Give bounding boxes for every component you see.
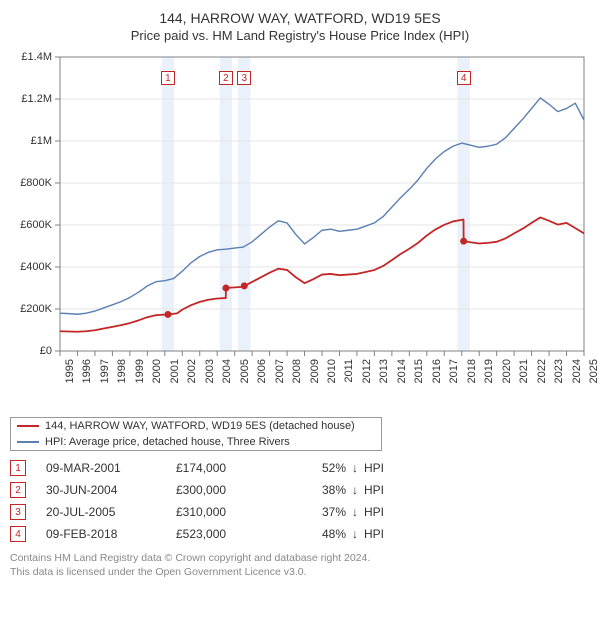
sale-row-marker: 3: [10, 504, 26, 520]
sale-marker-4: 4: [457, 71, 471, 85]
x-tick-label: 2011: [343, 359, 355, 383]
y-tick-label: £400K: [10, 261, 52, 273]
page-subtitle: Price paid vs. HM Land Registry's House …: [10, 28, 590, 43]
sale-pct: 37%: [286, 505, 346, 519]
legend-label: HPI: Average price, detached house, Thre…: [45, 436, 290, 448]
sale-date: 30-JUN-2004: [46, 483, 176, 497]
sale-hpi-label: HPI: [364, 505, 404, 519]
sales-row: 1 09-MAR-2001£174,00052%↓HPI: [10, 457, 590, 479]
sale-row-marker: 2: [10, 482, 26, 498]
sale-price: £310,000: [176, 505, 286, 519]
x-tick-label: 1999: [134, 359, 146, 383]
sale-price: £174,000: [176, 461, 286, 475]
x-tick-label: 2008: [291, 359, 303, 383]
x-tick-label: 2014: [396, 359, 408, 383]
x-tick-label: 2006: [256, 359, 268, 383]
x-tick-label: 2010: [326, 359, 338, 383]
footer-line-2: This data is licensed under the Open Gov…: [10, 565, 590, 579]
x-tick-label: 2000: [151, 359, 163, 383]
sale-date: 20-JUL-2005: [46, 505, 176, 519]
price-chart: £0 £200K £400K £600K £800K £1M £1.2M £1.4M 1995 1…: [10, 51, 590, 411]
x-tick-label: 2016: [431, 359, 443, 383]
y-tick-label: £200K: [10, 303, 52, 315]
sale-marker-3: 3: [237, 71, 251, 85]
sale-pct: 52%: [286, 461, 346, 475]
x-tick-label: 2018: [466, 359, 478, 383]
sales-row: 4 09-FEB-2018£523,00048%↓HPI: [10, 523, 590, 545]
sales-row: 3 20-JUL-2005£310,00037%↓HPI: [10, 501, 590, 523]
sale-row-marker: 4: [10, 526, 26, 542]
x-tick-label: 2015: [413, 359, 425, 383]
x-tick-label: 2004: [221, 359, 233, 383]
x-tick-label: 2009: [309, 359, 321, 383]
x-tick-label: 1995: [64, 359, 76, 383]
x-tick-label: 2001: [169, 359, 181, 383]
sale-pct: 38%: [286, 483, 346, 497]
y-tick-label: £1.2M: [10, 93, 52, 105]
y-tick-label: £0: [10, 345, 52, 357]
down-arrow-icon: ↓: [346, 483, 364, 497]
x-tick-label: 2012: [361, 359, 373, 383]
x-tick-label: 2020: [501, 359, 513, 383]
x-tick-label: 1997: [99, 359, 111, 383]
x-tick-label: 2003: [204, 359, 216, 383]
down-arrow-icon: ↓: [346, 505, 364, 519]
sale-price: £523,000: [176, 527, 286, 541]
legend-swatch: [17, 425, 39, 427]
sale-date: 09-MAR-2001: [46, 461, 176, 475]
sale-row-marker: 1: [10, 460, 26, 476]
x-tick-label: 2002: [186, 359, 198, 383]
x-tick-label: 1998: [116, 359, 128, 383]
sale-hpi-label: HPI: [364, 483, 404, 497]
y-tick-label: £600K: [10, 219, 52, 231]
x-tick-label: 2013: [378, 359, 390, 383]
legend-item: 144, HARROW WAY, WATFORD, WD19 5ES (deta…: [11, 418, 381, 434]
footer-attribution: Contains HM Land Registry data © Crown c…: [10, 551, 590, 579]
footer-line-1: Contains HM Land Registry data © Crown c…: [10, 551, 590, 565]
sale-pct: 48%: [286, 527, 346, 541]
x-tick-label: 2024: [571, 359, 583, 383]
down-arrow-icon: ↓: [346, 527, 364, 541]
legend-label: 144, HARROW WAY, WATFORD, WD19 5ES (deta…: [45, 420, 355, 432]
x-tick-label: 2005: [239, 359, 251, 383]
x-tick-label: 1996: [81, 359, 93, 383]
sale-marker-2: 2: [219, 71, 233, 85]
x-tick-label: 2019: [483, 359, 495, 383]
down-arrow-icon: ↓: [346, 461, 364, 475]
sale-hpi-label: HPI: [364, 461, 404, 475]
x-tick-label: 2007: [274, 359, 286, 383]
x-tick-label: 2021: [518, 359, 530, 383]
sales-row: 2 30-JUN-2004£300,00038%↓HPI: [10, 479, 590, 501]
sales-table: 109-MAR-2001£174,00052%↓HPI230-JUN-2004£…: [10, 457, 590, 545]
legend-swatch: [17, 441, 39, 443]
y-tick-label: £1.4M: [10, 51, 52, 63]
legend-item: HPI: Average price, detached house, Thre…: [11, 434, 381, 450]
x-tick-label: 2017: [448, 359, 460, 383]
sale-hpi-label: HPI: [364, 527, 404, 541]
sale-price: £300,000: [176, 483, 286, 497]
page-title: 144, HARROW WAY, WATFORD, WD19 5ES: [10, 10, 590, 26]
sale-marker-1: 1: [161, 71, 175, 85]
x-tick-label: 2022: [536, 359, 548, 383]
x-tick-label: 2025: [588, 359, 600, 383]
sale-date: 09-FEB-2018: [46, 527, 176, 541]
y-tick-label: £800K: [10, 177, 52, 189]
x-tick-label: 2023: [553, 359, 565, 383]
legend: 144, HARROW WAY, WATFORD, WD19 5ES (deta…: [10, 417, 382, 451]
y-tick-label: £1M: [10, 135, 52, 147]
